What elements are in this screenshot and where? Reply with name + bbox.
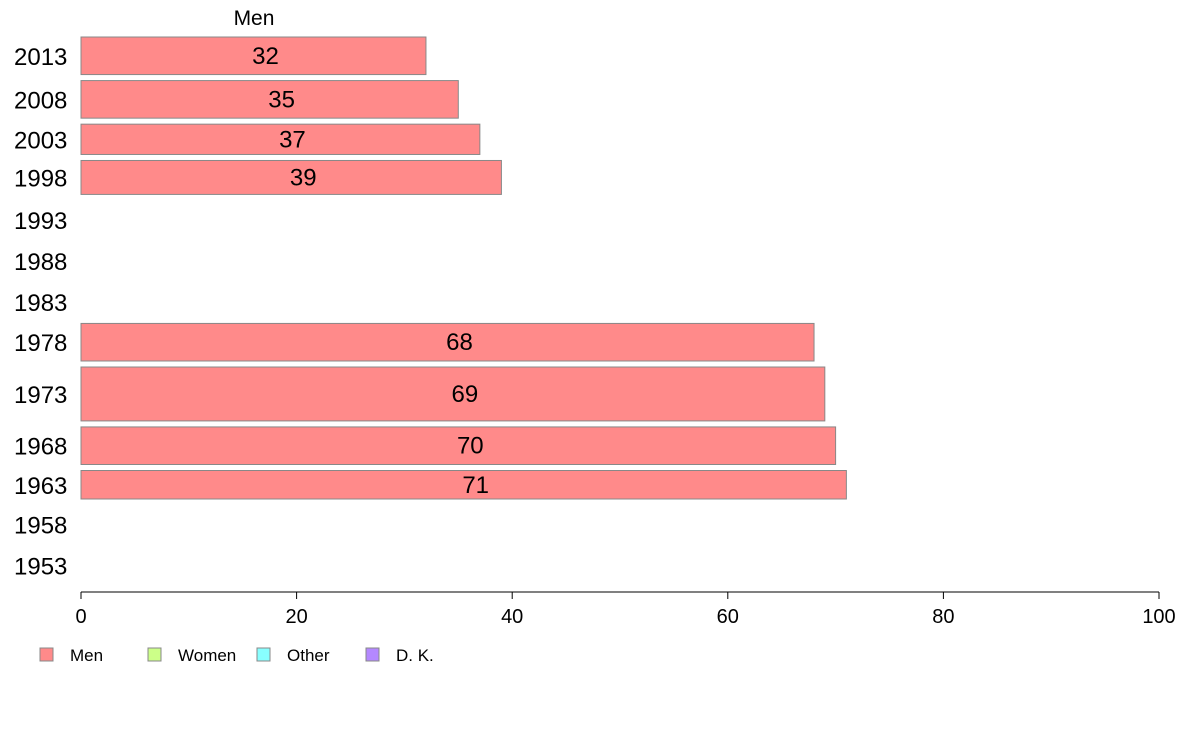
year-label-2008: 2008 (14, 87, 67, 114)
legend-swatch-2 (256, 647, 271, 662)
value-label-1968: 70 (457, 433, 484, 460)
x-tick-label-60: 60 (717, 606, 739, 628)
x-tick-label-100: 100 (1142, 606, 1175, 628)
year-label-2013: 2013 (14, 44, 67, 71)
legend-swatch-3 (365, 647, 380, 662)
legend-label-0: Men (70, 646, 103, 665)
bar-2003 (80, 123, 481, 155)
value-label-1973: 69 (452, 381, 479, 408)
year-label-1953: 1953 (14, 554, 67, 581)
bar-1978 (80, 322, 815, 362)
year-label-1978: 1978 (14, 330, 67, 357)
x-tick-label-0: 0 (75, 606, 86, 628)
bar-2013 (80, 36, 427, 76)
bar-1968 (80, 426, 837, 465)
x-tick-label-40: 40 (501, 606, 523, 628)
year-labels: 2013 2008 2003 1998 1993 1988 1983 1978 1973 1968… (14, 44, 67, 581)
legend-swatch-1 (147, 647, 162, 662)
legend-label-3: D. K. (396, 646, 434, 665)
bar-1973 (80, 366, 826, 422)
x-tick-label-20: 20 (285, 606, 307, 628)
value-label-2008: 35 (268, 86, 295, 113)
year-label-1988: 1988 (14, 249, 67, 276)
year-label-1998: 1998 (14, 165, 67, 192)
year-label-1993: 1993 (14, 208, 67, 235)
bar-1998 (80, 159, 502, 195)
series-title: Men (234, 7, 275, 30)
bar-2008 (80, 80, 459, 119)
legend: Men Women Other D. K. (39, 646, 434, 665)
year-label-2003: 2003 (14, 127, 67, 154)
year-label-1973: 1973 (14, 382, 67, 409)
year-label-1963: 1963 (14, 473, 67, 500)
value-label-2003: 37 (279, 126, 306, 153)
value-label-1978: 68 (446, 329, 473, 356)
x-tick-label-80: 80 (932, 606, 954, 628)
legend-swatch-0 (39, 647, 54, 662)
year-label-1983: 1983 (14, 290, 67, 317)
legend-label-1: Women (178, 646, 236, 665)
bar-1963 (80, 470, 847, 500)
value-label-1963: 71 (462, 472, 489, 499)
year-label-1968: 1968 (14, 434, 67, 461)
year-label-1958: 1958 (14, 513, 67, 540)
bars-group: 32 35 37 39 68 69 70 71 (80, 36, 847, 500)
legend-label-2: Other (287, 646, 330, 665)
x-axis: 0 20 40 60 80 100 (75, 591, 1176, 628)
value-label-2013: 32 (252, 43, 279, 70)
value-label-1998: 39 (290, 164, 317, 191)
